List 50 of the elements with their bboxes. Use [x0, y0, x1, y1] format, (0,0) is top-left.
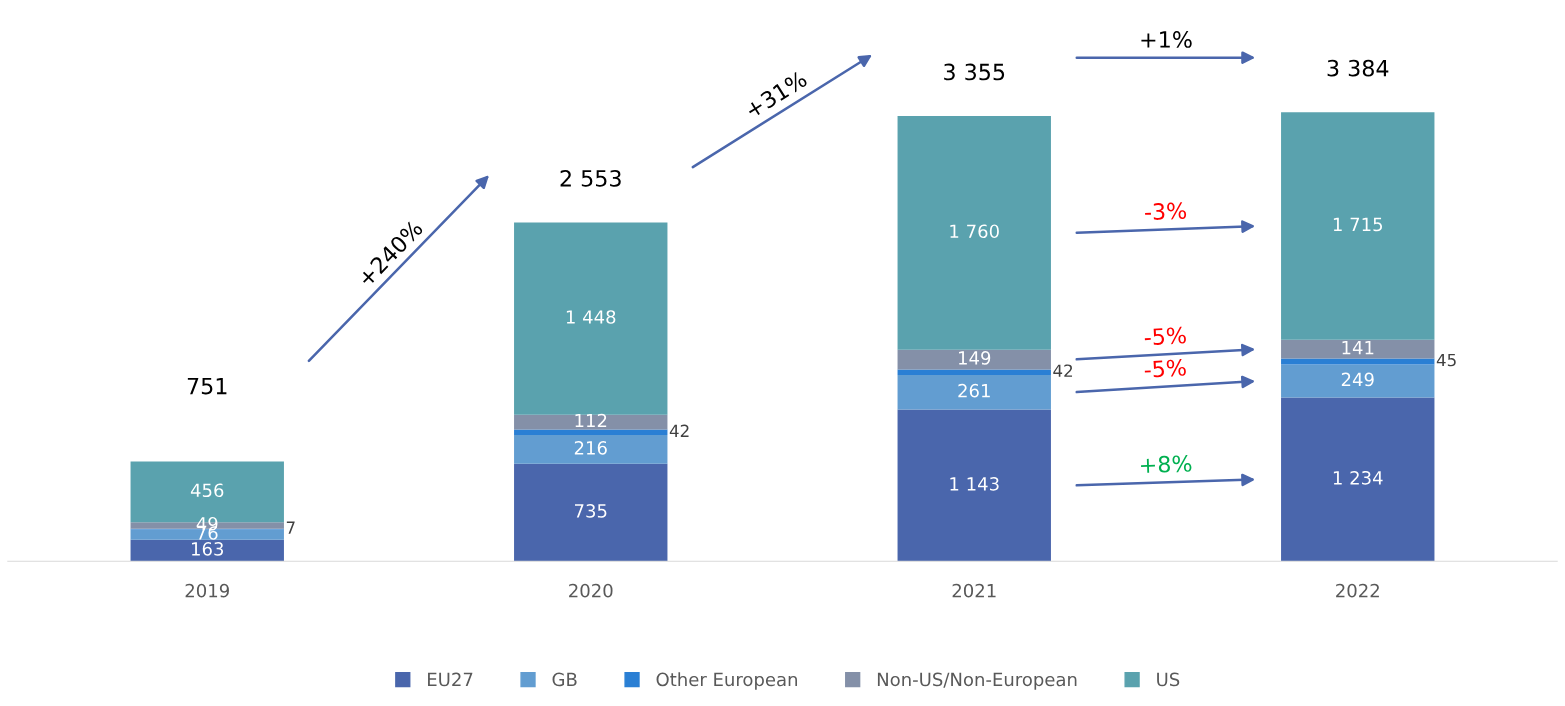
bar — [1281, 339, 1435, 359]
x-tick-label: 2022 — [1336, 583, 1379, 598]
bar — [514, 222, 668, 415]
legend-label: US — [1157, 672, 1180, 687]
data-label: 456 — [190, 483, 224, 498]
bar — [897, 349, 1051, 370]
data-label: 45 — [1436, 353, 1456, 367]
annotation: -5% — [1144, 358, 1187, 379]
bar — [1281, 364, 1435, 398]
bar — [514, 435, 668, 464]
data-label: 42 — [669, 424, 689, 437]
annotation: -3% — [1144, 202, 1187, 221]
bar — [1281, 112, 1435, 340]
bar — [897, 116, 1051, 350]
bar — [897, 374, 1051, 410]
bar — [897, 409, 1051, 562]
legend-label: Other European — [656, 672, 797, 690]
data-label: 1 234 — [1333, 470, 1383, 485]
data-label: 216 — [574, 441, 607, 455]
data-label: 249 — [1341, 372, 1374, 387]
x-tick-label: 2020 — [569, 583, 613, 598]
bar — [514, 463, 668, 562]
data-label: 112 — [575, 413, 607, 428]
data-label: 149 — [959, 351, 991, 365]
data-label: 1 143 — [950, 477, 999, 491]
bar — [514, 414, 668, 430]
data-label: 735 — [575, 504, 607, 518]
x-tick-label: 2019 — [185, 583, 229, 598]
data-label: 42 — [1053, 364, 1073, 377]
data-label: 1 448 — [566, 310, 616, 324]
total-label: 2 553 — [560, 169, 621, 187]
legend-label: EU27 — [428, 672, 473, 687]
x-tick-label: 2021 — [952, 583, 996, 598]
bar — [897, 369, 1051, 375]
bar — [1281, 397, 1435, 562]
data-label: 1 760 — [950, 224, 999, 239]
annotation: +8% — [1140, 454, 1192, 474]
data-label: 141 — [1342, 340, 1374, 355]
data-label: 7 — [286, 521, 295, 534]
data-label: 163 — [192, 542, 224, 556]
data-label: 1 715 — [1333, 217, 1383, 232]
data-label: 261 — [958, 383, 990, 398]
legend-label: GB — [552, 672, 577, 687]
total-label: 751 — [187, 377, 227, 395]
text: +1% — [1141, 31, 1192, 48]
bar — [130, 539, 284, 562]
legend-label: Non-US/Non-European — [877, 672, 1077, 690]
total-label: 3 384 — [1327, 59, 1389, 77]
annotation: -5% — [1144, 326, 1187, 346]
total-label: 3 355 — [944, 63, 1005, 81]
